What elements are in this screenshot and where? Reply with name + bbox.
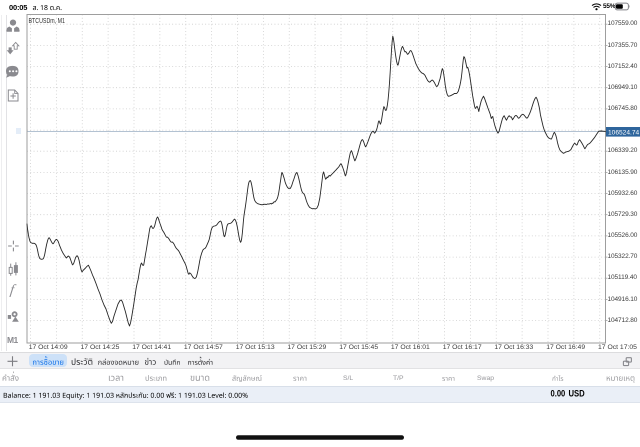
svg-text:USD: USD	[569, 388, 586, 398]
svg-text:BTCUSDm, M1: BTCUSDm, M1	[29, 16, 66, 25]
svg-text:0.00: 0.00	[551, 388, 566, 398]
svg-text:106524.74: 106524.74	[608, 129, 640, 136]
